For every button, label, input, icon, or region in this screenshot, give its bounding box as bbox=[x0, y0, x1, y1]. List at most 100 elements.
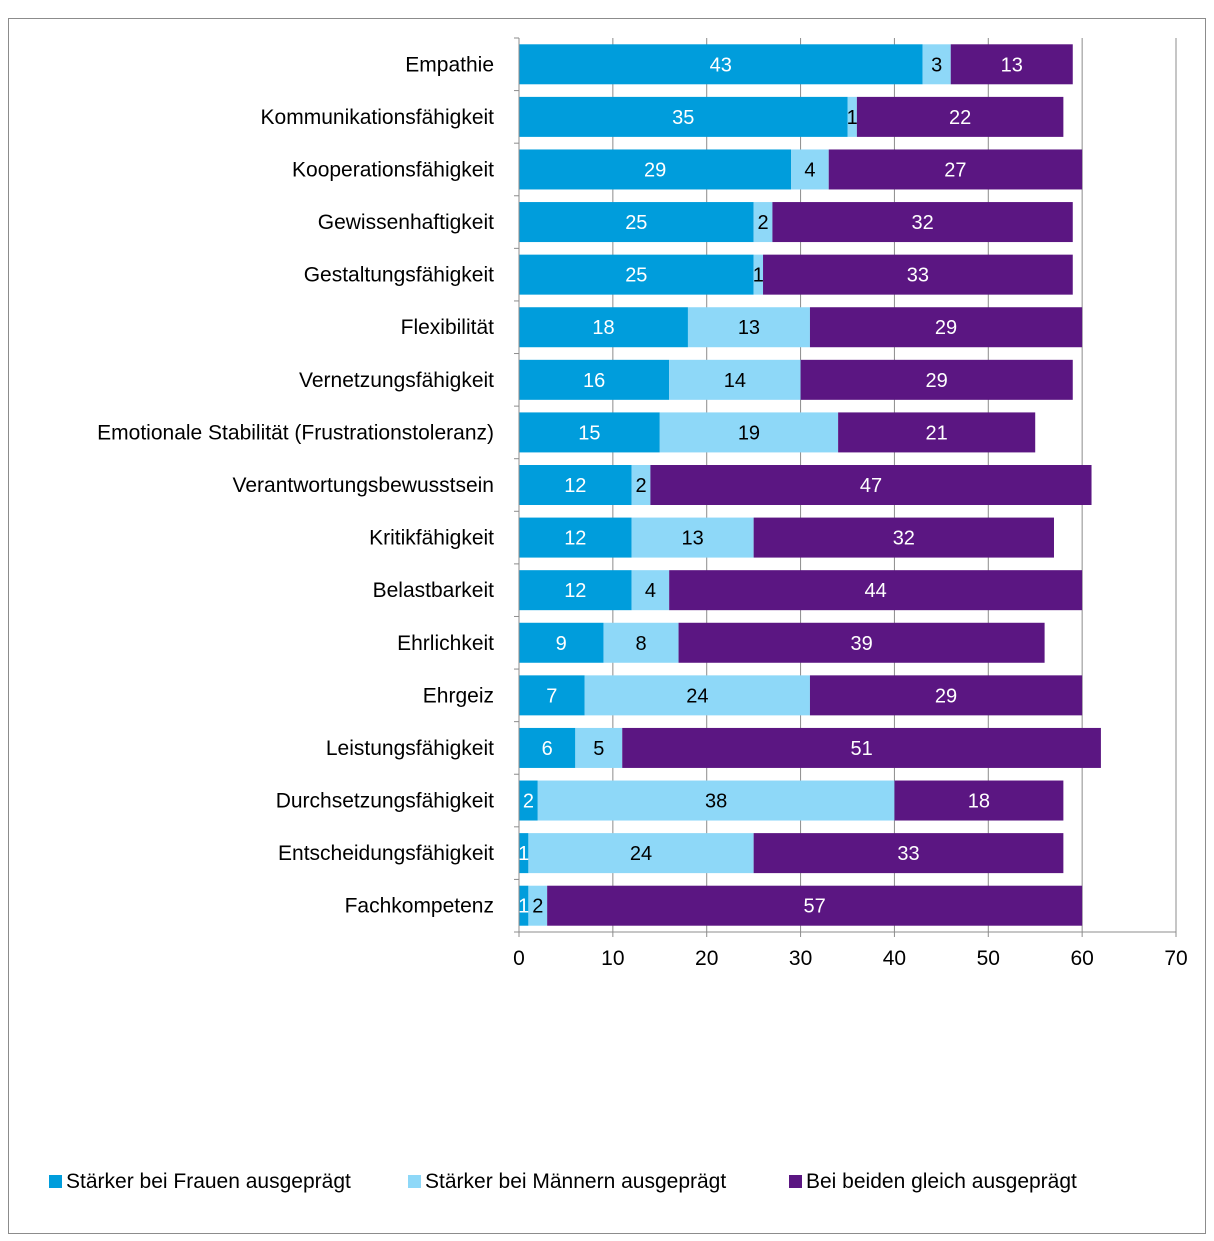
value-label-series-2: 33 bbox=[897, 843, 919, 865]
value-label-series-2: 29 bbox=[935, 685, 957, 707]
bar-segment-series-2 bbox=[828, 149, 1083, 190]
category-label: Entscheidungsfähigkeit bbox=[278, 842, 494, 865]
value-label-series-2: 57 bbox=[804, 896, 826, 918]
category-labels: Empathie Kommunikationsfähigkeit Kooperati… bbox=[97, 53, 494, 917]
bar-segment-series-1 bbox=[537, 780, 895, 821]
bar-segment-series-0 bbox=[519, 780, 538, 821]
bar-segment-series-1 bbox=[922, 44, 951, 85]
bar-segment-series-1 bbox=[603, 622, 679, 663]
value-label-series-0: 1 bbox=[518, 843, 529, 865]
bar-segment-series-1 bbox=[584, 675, 810, 716]
bar-segment-series-2 bbox=[753, 833, 1064, 874]
bar-segment-series-0 bbox=[519, 517, 632, 558]
category-label: Fachkompetenz bbox=[345, 895, 494, 918]
value-label-series-1: 13 bbox=[738, 317, 760, 339]
value-label-series-1: 5 bbox=[593, 738, 604, 760]
value-label-series-1: 4 bbox=[645, 580, 656, 602]
bar-segment-series-1 bbox=[753, 202, 773, 243]
value-label-series-1: 24 bbox=[630, 843, 652, 865]
value-label-series-2: 44 bbox=[865, 580, 887, 602]
bar-segment-series-0 bbox=[519, 149, 792, 190]
value-label-series-0: 29 bbox=[644, 159, 666, 181]
value-label-series-2: 22 bbox=[949, 107, 971, 129]
bar-segment-series-0 bbox=[519, 885, 529, 926]
value-label-series-2: 51 bbox=[850, 738, 872, 760]
value-label-series-0: 25 bbox=[625, 265, 647, 287]
value-label-series-0: 16 bbox=[583, 370, 605, 392]
legend-label-series-0: Stärker bei Frauen ausgeprägt bbox=[66, 1170, 351, 1193]
value-label-series-0: 12 bbox=[564, 580, 586, 602]
value-label-series-0: 2 bbox=[523, 791, 534, 813]
bar-segment-series-0 bbox=[519, 44, 923, 85]
value-label-series-1: 14 bbox=[724, 370, 746, 392]
x-tick-label-60: 60 bbox=[1070, 947, 1093, 970]
category-label: Belastbarkeit bbox=[373, 579, 495, 602]
value-label-series-1: 24 bbox=[686, 685, 708, 707]
value-label-series-0: 6 bbox=[542, 738, 553, 760]
bar-segment-series-2 bbox=[772, 202, 1073, 243]
category-label: Kooperationsfähigkeit bbox=[292, 158, 494, 181]
x-tick-label-20: 20 bbox=[695, 947, 718, 970]
bar-segment-series-1 bbox=[669, 359, 801, 400]
bar-segment-series-1 bbox=[687, 307, 810, 348]
category-label: Flexibilität bbox=[401, 316, 495, 339]
bar-segment-series-2 bbox=[678, 622, 1045, 663]
legend-swatch-series-2 bbox=[789, 1175, 802, 1188]
value-label-series-0: 43 bbox=[710, 54, 732, 76]
category-label: Kritikfähigkeit bbox=[369, 527, 494, 550]
bar-segment-series-1 bbox=[631, 517, 754, 558]
bar-segment-series-0 bbox=[519, 675, 585, 716]
x-tick-label-10: 10 bbox=[601, 947, 624, 970]
category-label: Leistungsfähigkeit bbox=[326, 737, 494, 760]
bar-segment-series-1 bbox=[753, 254, 764, 295]
value-label-series-1: 2 bbox=[757, 212, 768, 234]
value-label-series-2: 32 bbox=[911, 212, 933, 234]
value-label-series-2: 29 bbox=[926, 370, 948, 392]
value-label-series-2: 13 bbox=[1001, 54, 1023, 76]
chart-frame bbox=[8, 18, 1206, 1234]
value-label-series-1: 3 bbox=[931, 54, 942, 76]
bar-segment-series-0 bbox=[519, 833, 529, 874]
value-label-series-2: 32 bbox=[893, 528, 915, 550]
value-label-series-0: 1 bbox=[518, 896, 529, 918]
category-label: Emotionale Stabilität (Frustrationstoler… bbox=[97, 421, 494, 444]
bar-segment-series-1 bbox=[847, 96, 857, 137]
x-tick-label-50: 50 bbox=[977, 947, 1000, 970]
value-label-series-1: 1 bbox=[847, 107, 858, 129]
value-label-series-1: 13 bbox=[682, 528, 704, 550]
bar-segment-series-0 bbox=[519, 202, 754, 243]
bar-segment-series-0 bbox=[519, 307, 688, 348]
category-label: Vernetzungsfähigkeit bbox=[299, 369, 494, 392]
bar-segment-series-0 bbox=[519, 622, 604, 663]
value-label-series-2: 47 bbox=[860, 475, 882, 497]
value-label-series-0: 25 bbox=[625, 212, 647, 234]
x-tick-label-0: 0 bbox=[513, 947, 525, 970]
x-tick-label-30: 30 bbox=[789, 947, 812, 970]
value-label-series-0: 12 bbox=[564, 528, 586, 550]
x-axis: 0 10 20 30 40 50 60 70 bbox=[513, 37, 1188, 970]
legend-swatch-series-0 bbox=[49, 1175, 62, 1188]
value-label-series-2: 33 bbox=[907, 265, 929, 287]
bar-segment-series-2 bbox=[809, 675, 1083, 716]
bar-segment-series-0 bbox=[519, 254, 754, 295]
legend-label-series-2: Bei beiden gleich ausgeprägt bbox=[806, 1170, 1077, 1193]
bar-segment-series-2 bbox=[669, 570, 1083, 611]
category-label: Ehrlichkeit bbox=[397, 632, 494, 655]
bar-segment-series-1 bbox=[528, 833, 754, 874]
value-label-series-2: 27 bbox=[944, 159, 966, 181]
bar-segment-series-2 bbox=[800, 359, 1073, 400]
bar-segment-series-0 bbox=[519, 465, 632, 505]
value-label-series-2: 29 bbox=[935, 317, 957, 339]
value-label-series-0: 18 bbox=[592, 317, 614, 339]
value-label-series-1: 4 bbox=[804, 159, 815, 181]
value-label-series-0: 15 bbox=[578, 422, 600, 444]
bar-segment-series-1 bbox=[631, 570, 670, 611]
bar-segment-series-2 bbox=[650, 465, 1092, 505]
category-label: Gewissenhaftigkeit bbox=[318, 211, 494, 234]
legend-label-series-1: Stärker bei Männern ausgeprägt bbox=[425, 1170, 726, 1193]
bar-segment-series-0 bbox=[519, 727, 576, 768]
bar-segment-series-1 bbox=[575, 727, 623, 768]
category-label: Gestaltungsfähigkeit bbox=[304, 264, 494, 287]
category-label: Kommunikationsfähigkeit bbox=[261, 106, 495, 129]
